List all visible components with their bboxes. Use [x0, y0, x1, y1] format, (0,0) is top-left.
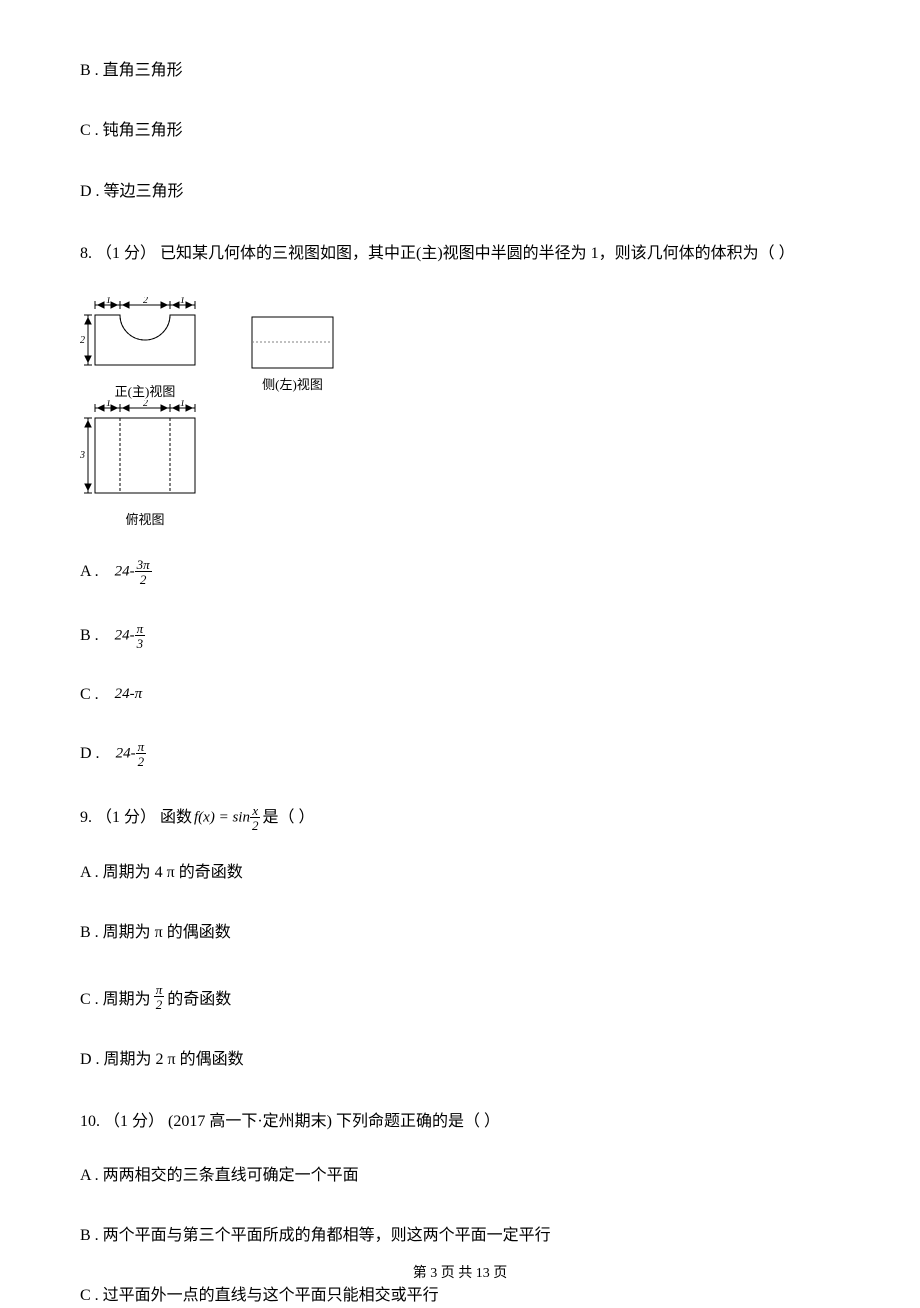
page-footer: 第 3 页 共 13 页: [0, 1262, 920, 1282]
top-dim-1: 1: [106, 400, 111, 409]
q9-c-num: π: [154, 983, 165, 997]
dim-1b-label: 1: [180, 297, 185, 306]
q9-option-c: C . 周期为 π2 的奇函数: [80, 983, 840, 1011]
top-dim-3: 3: [80, 450, 85, 461]
q9-option-b: B . 周期为 π 的偶函数: [80, 922, 840, 944]
q8-c-label: C .: [80, 686, 99, 704]
q8-stem: 8. （1 分） 已知某几何体的三视图如图，其中正(主)视图中半圆的半径为 1，…: [80, 241, 840, 267]
q8-a-den: 2: [135, 572, 152, 586]
top-dim-1b: 1: [180, 400, 185, 409]
dim-1-label: 1: [106, 297, 111, 306]
q8-option-a: A . 24-3π2: [80, 558, 840, 586]
q9-den: 2: [250, 818, 261, 832]
dim-v2-label: 2: [80, 335, 85, 346]
top-view-svg: 1 2 1 3: [80, 400, 210, 505]
top-view-label: 俯视图: [125, 509, 164, 528]
dim-2-label: 2: [143, 297, 148, 306]
q8-d-den: 2: [136, 754, 147, 768]
q8-a-num: 3π: [135, 558, 152, 572]
option-d: D . 等边三角形: [80, 181, 840, 203]
q8-a-label: A .: [80, 563, 99, 581]
q10-option-b: B . 两个平面与第三个平面所成的角都相等，则这两个平面一定平行: [80, 1225, 840, 1247]
top-dim-2: 2: [143, 400, 148, 409]
q9-option-a: A . 周期为 4 π 的奇函数: [80, 862, 840, 884]
q8-d-base: 24-: [116, 745, 136, 761]
q8-option-b: B . 24-π3: [80, 622, 840, 650]
q8-d-label: D .: [80, 745, 100, 763]
q10-stem: 10. （1 分） (2017 高一下·定州期末) 下列命题正确的是（ ）: [80, 1109, 840, 1135]
q8-a-base: 24-: [115, 563, 135, 579]
q8-d-num: π: [136, 740, 147, 754]
q8-option-c: C . 24-π: [80, 686, 840, 704]
front-view-label: 正(主)视图: [115, 381, 176, 400]
q8-option-d: D . 24-π2: [80, 740, 840, 768]
side-view-svg: [250, 315, 335, 370]
q8-c-text: 24-π: [115, 686, 143, 703]
side-view-col: 侧(左)视图: [250, 315, 335, 393]
q9-option-d: D . 周期为 2 π 的偶函数: [80, 1049, 840, 1071]
q10-option-c: C . 过平面外一点的直线与这个平面只能相交或平行: [80, 1285, 840, 1307]
q9-fx: f(x) = sin: [194, 809, 250, 825]
q8-b-num: π: [135, 622, 146, 636]
front-and-top-views: 1 2 1 2 正(主)视图 1 2: [80, 297, 210, 528]
q9-c-den: 2: [154, 997, 165, 1011]
side-view-label: 侧(左)视图: [262, 374, 323, 393]
front-view-svg: 1 2 1 2: [80, 297, 210, 377]
q9-c-suffix: 的奇函数: [167, 985, 231, 1009]
q9-suffix: 是（ ）: [262, 805, 314, 831]
q9-stem: 9. （1 分） 函数 f(x) = sinx2 是（ ）: [80, 804, 840, 832]
q9-c-label: C . 周期为: [80, 985, 151, 1009]
option-c: C . 钝角三角形: [80, 120, 840, 142]
q8-b-base: 24-: [115, 627, 135, 643]
q10-option-a: A . 两两相交的三条直线可确定一个平面: [80, 1165, 840, 1187]
q8-b-den: 3: [135, 636, 146, 650]
q8-diagram: 1 2 1 2 正(主)视图 1 2: [80, 297, 840, 528]
q8-b-label: B .: [80, 627, 99, 645]
q9-prefix: 9. （1 分） 函数: [80, 805, 192, 831]
option-b: B . 直角三角形: [80, 60, 840, 82]
q9-num: x: [250, 804, 261, 818]
